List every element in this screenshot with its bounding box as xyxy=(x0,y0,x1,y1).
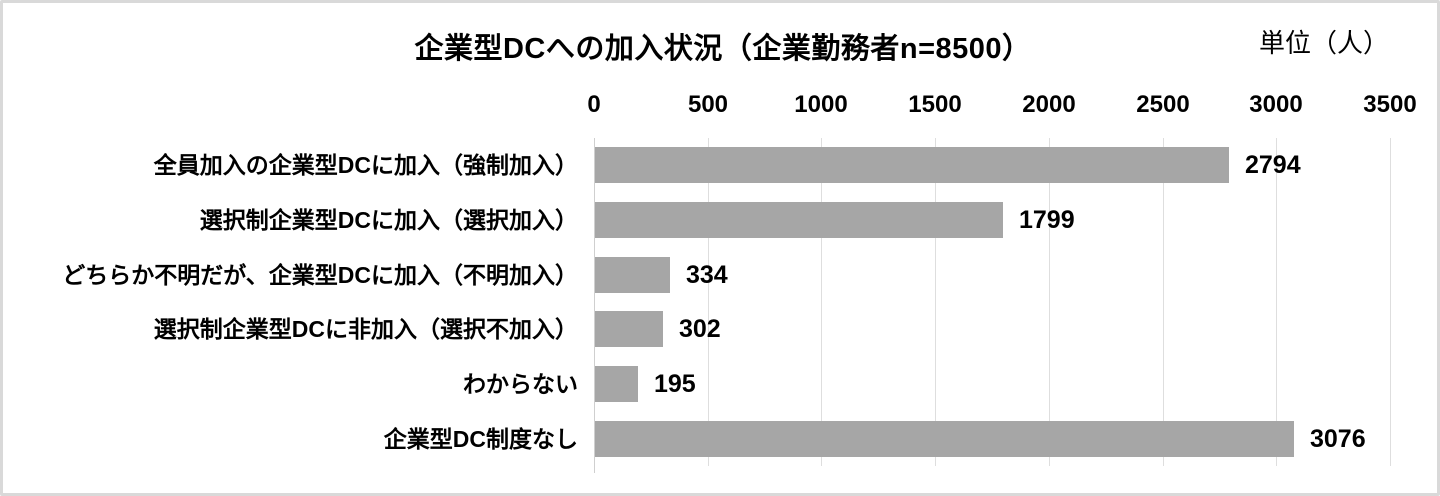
bar xyxy=(595,202,1003,238)
bar xyxy=(595,147,1229,183)
gridline xyxy=(1049,138,1050,466)
category-label: 選択制企業型DCに加入（選択加入） xyxy=(199,207,578,233)
x-tick-label: 1500 xyxy=(908,91,962,118)
value-label: 334 xyxy=(686,261,728,289)
x-tick-label: 2000 xyxy=(1022,91,1076,118)
bar xyxy=(595,366,638,402)
x-tick-label: 2500 xyxy=(1136,91,1190,118)
category-label: わからない xyxy=(463,371,578,397)
category-label: 全員加入の企業型DCに加入（強制加入） xyxy=(153,152,578,178)
gridline xyxy=(1163,138,1164,466)
value-label: 1799 xyxy=(1019,206,1075,234)
gridline xyxy=(708,138,709,466)
x-tick-label: 1000 xyxy=(794,91,848,118)
plot-area: 0 500 1000 1500 2000 2500 3000 3500 全員加入の企業型DCに加… xyxy=(3,3,1437,493)
gridline xyxy=(1276,138,1277,466)
chart-title: 企業型DCへの加入状況（企業勤務者n=8500） xyxy=(414,33,1032,65)
bar xyxy=(595,311,663,347)
value-label: 2794 xyxy=(1245,151,1301,179)
category-label: 企業型DC制度なし xyxy=(383,426,578,452)
category-label: どちらか不明だが、企業型DCに加入（不明加入） xyxy=(62,262,578,288)
bar xyxy=(595,257,670,293)
category-label: 選択制企業型DCに非加入（選択不加入） xyxy=(153,316,578,342)
gridline xyxy=(935,138,936,466)
bar xyxy=(595,421,1294,457)
unit-label: 単位（人） xyxy=(1258,29,1389,58)
value-label: 3076 xyxy=(1310,425,1366,453)
category-axis-line xyxy=(594,138,595,473)
x-tick-label: 3000 xyxy=(1249,91,1303,118)
x-tick-label: 500 xyxy=(687,91,729,118)
value-label: 302 xyxy=(679,315,721,343)
gridline xyxy=(821,138,822,466)
gridline xyxy=(1390,138,1391,466)
x-tick-label: 3500 xyxy=(1363,91,1417,118)
x-tick-label: 0 xyxy=(587,91,601,118)
value-label: 195 xyxy=(654,370,696,398)
